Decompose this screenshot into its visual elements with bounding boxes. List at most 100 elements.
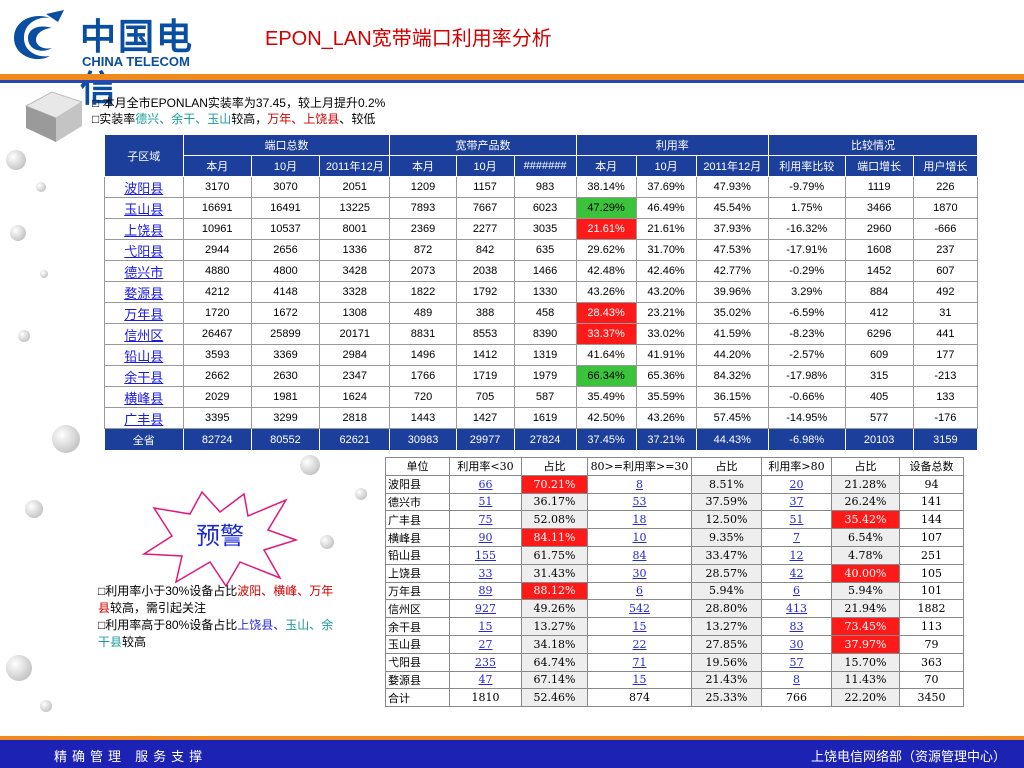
device-count-link[interactable]: 8	[761, 670, 832, 690]
table-row: 玉山县 16691 16491 13225 7893 7667 6023 47.29% 46.4…	[104, 197, 979, 219]
device-count-link[interactable]: 15	[587, 670, 692, 690]
device-count-link[interactable]: 71	[587, 652, 692, 672]
region-link[interactable]: 余干县	[104, 365, 184, 387]
table-row: 横峰县 2029 1981 1624 720 705 587 35.49% 35.59% 36.1…	[104, 386, 979, 408]
device-cell: 波阳县	[385, 474, 450, 494]
table-row: 信州区 26467 25899 20171 8831 8553 8390 33.37% 33.0…	[104, 323, 979, 345]
table-cell: 28.43%	[575, 302, 637, 324]
summary-text: □ 本月全市EPONLAN实装率为37.45，较上月提升0.2% □实装率德兴、…	[92, 95, 385, 127]
summary-low-regions: 万年、上饶县	[267, 112, 340, 126]
region-link[interactable]: 弋阳县	[104, 239, 184, 261]
note-2-prefix: □利用率高于80%设备占比	[98, 618, 238, 632]
device-count-link[interactable]: 51	[449, 492, 522, 512]
device-count-link[interactable]: 27	[449, 634, 522, 654]
region-link[interactable]: 玉山县	[104, 197, 184, 219]
region-link[interactable]: 万年县	[104, 302, 184, 324]
table-cell: 2662	[182, 365, 252, 387]
table-subheader-row: 本月 10月 2011年12月 本月 10月 ####### 本月 10月 2011年12月 利用…	[105, 155, 979, 177]
device-count-link[interactable]: 30	[587, 563, 692, 583]
device-count-link[interactable]: 22	[587, 634, 692, 654]
header-orange-bar	[0, 74, 1024, 80]
table-cell: -6.59%	[767, 302, 846, 324]
device-count-link[interactable]: 66	[449, 474, 522, 494]
device-count-link[interactable]: 20	[761, 474, 832, 494]
device-count-link[interactable]: 89	[449, 581, 522, 601]
device-count-link[interactable]: 75	[449, 510, 522, 530]
device-cell: 余干县	[385, 617, 450, 636]
device-row: 上饶县 33 31.43% 30 28.57% 42 40.00% 105	[385, 563, 964, 583]
table-cell: -0.29%	[767, 260, 846, 282]
device-count-link[interactable]: 37	[761, 492, 832, 512]
device-cell: 6.54%	[831, 528, 900, 547]
subheader-cell: 本月	[389, 155, 457, 177]
table-cell: 25899	[250, 323, 321, 345]
table-cell: 177	[912, 344, 979, 366]
table-cell: 1452	[844, 260, 914, 282]
device-count-link[interactable]: 30	[761, 634, 832, 654]
region-link[interactable]: 波阳县	[104, 176, 184, 198]
region-link[interactable]: 信州区	[104, 323, 184, 345]
device-count-link[interactable]: 15	[449, 617, 522, 636]
device-cell: 251	[899, 545, 964, 565]
table-cell: 41.59%	[695, 323, 769, 345]
device-count-link[interactable]: 42	[761, 563, 832, 583]
device-count-link[interactable]: 155	[449, 545, 522, 565]
device-count-link[interactable]: 90	[449, 528, 522, 547]
table-cell: -17.91%	[767, 239, 846, 261]
device-cell: 上饶县	[385, 563, 450, 583]
device-count-link[interactable]: 57	[761, 652, 832, 672]
device-count-link[interactable]: 83	[761, 617, 832, 636]
device-count-link[interactable]: 84	[587, 545, 692, 565]
table-cell: 42.50%	[575, 407, 637, 429]
device-count-link[interactable]: 10	[587, 528, 692, 547]
table-cell: 2944	[182, 239, 252, 261]
table-cell: -666	[912, 218, 979, 240]
device-count-link[interactable]: 18	[587, 510, 692, 530]
device-count-link[interactable]: 15	[587, 617, 692, 636]
region-link[interactable]: 铅山县	[104, 344, 184, 366]
device-count-link[interactable]: 7	[761, 528, 832, 547]
device-row: 玉山县 27 34.18% 22 27.85% 30 37.97% 79	[385, 634, 964, 654]
region-link[interactable]: 婺源县	[104, 281, 184, 303]
summary-line-2-suffix: 较低	[351, 112, 376, 126]
region-link[interactable]: 横峰县	[104, 386, 184, 408]
device-header-cell: 利用率<30	[449, 457, 522, 476]
region-link[interactable]: 上饶县	[104, 218, 184, 240]
table-cell: 2369	[389, 218, 457, 240]
table-cell: 2960	[844, 218, 914, 240]
device-count-link[interactable]: 33	[449, 563, 522, 583]
device-count-link[interactable]: 927	[449, 599, 522, 619]
device-count-link[interactable]: 12	[761, 545, 832, 565]
table-cell: 1672	[250, 302, 321, 324]
device-cell: 21.94%	[831, 599, 900, 619]
table-cell: 1336	[319, 239, 391, 261]
device-count-link[interactable]: 53	[587, 492, 692, 512]
device-cell: 25.33%	[691, 688, 762, 708]
device-row: 婺源县 47 67.14% 15 21.43% 8 11.43% 70	[385, 670, 964, 690]
table-cell: 13225	[319, 197, 391, 219]
device-cell: 88.12%	[521, 581, 588, 601]
device-count-link[interactable]: 413	[761, 599, 832, 619]
note-2-region-a: 上饶县、	[237, 618, 286, 632]
region-link[interactable]: 德兴市	[104, 260, 184, 282]
table-cell: 1981	[250, 386, 321, 408]
device-count-link[interactable]: 542	[587, 599, 692, 619]
device-header-cell: 占比	[831, 457, 900, 476]
device-count-link[interactable]: 8	[587, 474, 692, 494]
device-count-link[interactable]: 235	[449, 652, 522, 672]
decorative-bubble	[320, 535, 334, 549]
device-count-link[interactable]: 6	[587, 581, 692, 601]
region-link[interactable]: 广丰县	[104, 407, 184, 429]
device-count-link[interactable]: 47	[449, 670, 522, 690]
table-cell: 315	[844, 365, 914, 387]
total-cell: 3159	[912, 428, 979, 451]
device-count-link[interactable]: 6	[761, 581, 832, 601]
device-count-link[interactable]: 51	[761, 510, 832, 530]
device-cell: 玉山县	[385, 634, 450, 654]
device-cell: 35.42%	[831, 510, 900, 530]
device-cell: 36.17%	[521, 492, 588, 512]
table-cell: 57.45%	[695, 407, 769, 429]
table-cell: 1496	[389, 344, 457, 366]
table-cell: 1870	[912, 197, 979, 219]
table-row: 铅山县 3593 3369 2984 1496 1412 1319 41.64% 41.91% 4…	[104, 344, 979, 366]
